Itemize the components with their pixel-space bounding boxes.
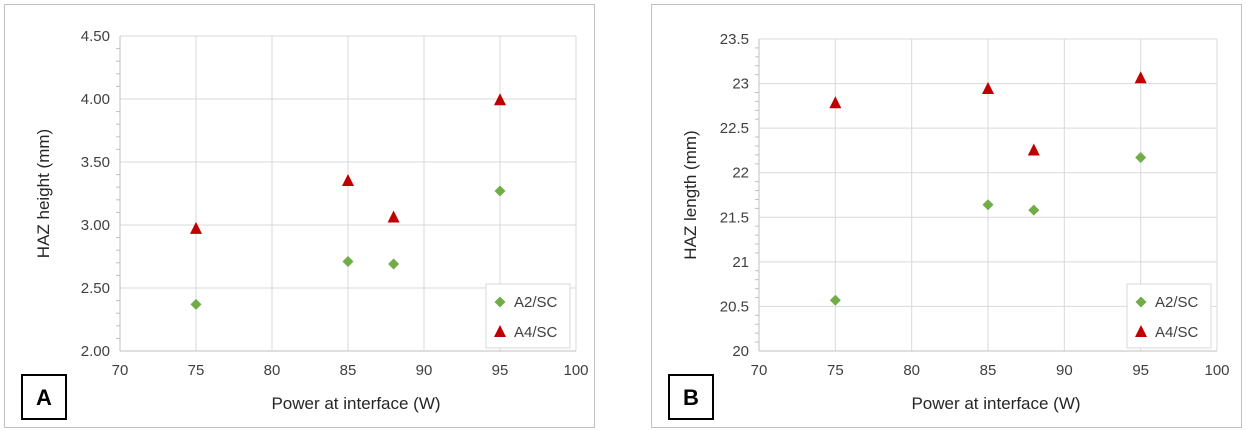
legend-label: A2/SC	[514, 294, 558, 311]
panel-label-box	[668, 374, 714, 420]
x-tick-label: 75	[827, 362, 844, 379]
data-point-triangle	[342, 173, 354, 186]
data-point-triangle	[1027, 143, 1040, 156]
data-point-diamond	[829, 294, 841, 306]
y-tick-label: 3.50	[81, 154, 110, 171]
panel-label: A	[36, 385, 52, 410]
y-tick-label: 20.5	[720, 298, 749, 315]
x-tick-label: 85	[980, 362, 997, 379]
legend	[1126, 283, 1212, 349]
y-tick-label: 21.5	[720, 209, 749, 226]
x-tick-label: 95	[492, 362, 509, 379]
x-tick-label: 95	[1132, 362, 1149, 379]
data-point-triangle	[494, 93, 506, 106]
chart-panel-b: 70 75 80 85 90 95 100 20 20.5 21 21.5 22 22.5 23 23.5 P…	[651, 4, 1242, 428]
panel-label-box	[21, 374, 67, 420]
y-tick-label: 22.5	[720, 120, 749, 137]
x-tick-label: 90	[416, 362, 433, 379]
legend	[485, 283, 571, 349]
x-axis-title: Power at interface (W)	[271, 394, 440, 413]
chart-a-svg: 70 75 80 85 90 95 100 2.00 2.50 3.00 3.50 4.00 4.50 P…	[21, 28, 589, 420]
x-tick-label: 85	[340, 362, 357, 379]
x-tick-label: 90	[1056, 362, 1073, 379]
y-tick-label: 2.50	[81, 280, 110, 297]
x-tick-label: 80	[903, 362, 920, 379]
y-tick-label: 21	[732, 254, 749, 271]
legend-marker-triangle	[494, 325, 506, 338]
data-point-triangle	[1134, 71, 1147, 84]
legend-label: A2/SC	[1155, 294, 1199, 311]
data-point-diamond	[1028, 204, 1040, 216]
chart-b-svg: 70 75 80 85 90 95 100 20 20.5 21 21.5 22 22.5 23 23.5 P…	[668, 31, 1230, 420]
chart-panel-a: 70 75 80 85 90 95 100 2.00 2.50 3.00 3.50 4.00 4.50 P…	[4, 4, 595, 428]
x-tick-label: 70	[112, 362, 129, 379]
data-point-triangle	[387, 210, 400, 223]
y-tick-label: 23	[732, 76, 749, 93]
y-tick-label: 20	[732, 343, 749, 360]
legend-label: A4/SC	[514, 324, 558, 341]
x-tick-label: 100	[1204, 362, 1229, 379]
data-point-diamond	[982, 199, 994, 211]
data-point-triangle	[982, 81, 994, 94]
y-tick-label: 4.00	[81, 91, 110, 108]
y-tick-label: 23.5	[720, 31, 749, 48]
legend-marker-triangle	[1135, 325, 1147, 338]
x-tick-label: 100	[563, 362, 588, 379]
y-tick-label: 3.00	[81, 217, 110, 234]
y-axis-title: HAZ length (mm)	[681, 130, 700, 259]
panel-label: B	[683, 385, 699, 410]
y-tick-label: 2.00	[81, 343, 110, 360]
y-axis-title: HAZ height (mm)	[34, 129, 53, 258]
data-point-triangle	[190, 221, 202, 234]
data-point-diamond	[190, 298, 202, 310]
data-point-triangle	[829, 96, 842, 109]
x-tick-label: 80	[264, 362, 281, 379]
data-point-diamond	[494, 185, 506, 197]
legend-marker-diamond	[494, 296, 506, 308]
y-tick-label: 22	[732, 165, 749, 182]
data-point-diamond	[342, 256, 354, 268]
x-tick-label: 70	[751, 362, 768, 379]
x-tick-label: 75	[188, 362, 205, 379]
legend-label: A4/SC	[1155, 324, 1199, 341]
x-axis-title: Power at interface (W)	[911, 394, 1080, 413]
data-point-diamond	[388, 258, 400, 270]
data-point-diamond	[1135, 152, 1147, 164]
legend-marker-diamond	[1135, 296, 1147, 308]
y-tick-label: 4.50	[81, 28, 110, 45]
